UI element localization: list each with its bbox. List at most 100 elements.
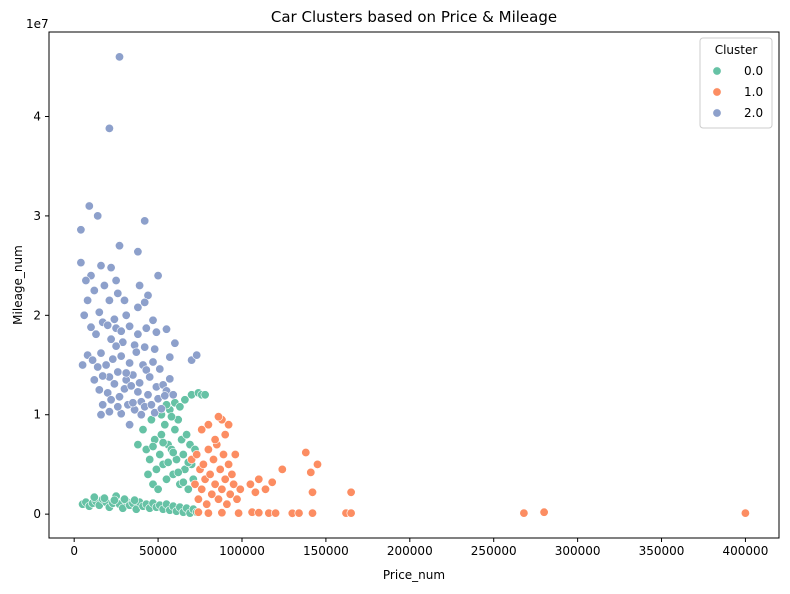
scatter-point-cluster-0-35 [89,492,99,502]
x-tick-label: 300000 [555,544,601,558]
scatter-point-cluster-1-33 [220,430,230,440]
x-tick-label: 50000 [139,544,177,558]
scatter-point-cluster-2-16 [135,280,145,290]
scatter-point-cluster-0-46 [151,464,161,474]
legend-marker [712,66,722,76]
scatter-point-cluster-2-35 [125,321,135,331]
scatter-point-cluster-0-74 [163,457,173,467]
scatter-point-cluster-2-39 [162,324,172,334]
scatter-point-cluster-1-59 [519,508,529,518]
scatter-point-cluster-2-48 [192,350,202,360]
y-tick-label: 1 [33,408,41,422]
scatter-point-cluster-2-15 [99,280,109,290]
scatter-point-cluster-2-23 [140,297,150,307]
scatter-point-cluster-2-24 [133,302,143,312]
scatter-point-cluster-2-10 [106,263,116,273]
scatter-point-cluster-2-8 [76,258,86,268]
scatter-point-cluster-0-39 [130,495,140,505]
scatter-point-cluster-1-15 [214,494,224,504]
scatter-point-cluster-2-53 [93,362,103,372]
scatter-point-cluster-2-84 [126,381,136,391]
scatter-point-cluster-1-19 [220,474,230,484]
scatter-point-cluster-0-57 [170,425,180,435]
scatter-point-cluster-2-93 [156,404,166,414]
scatter-point-cluster-2-52 [88,355,98,365]
scatter-point-cluster-2-63 [131,347,141,357]
scatter-point-cluster-2-79 [106,395,116,405]
scatter-point-cluster-0-87 [175,402,185,412]
scatter-point-cluster-2-91 [150,408,160,418]
scatter-point-cluster-2-64 [135,378,145,388]
scatter-point-cluster-2-20 [120,295,130,305]
x-tick-label: 150000 [303,544,349,558]
legend-title: Cluster [715,43,758,57]
scatter-point-cluster-2-77 [98,371,108,381]
scatter-point-cluster-1-24 [229,479,239,489]
scatter-point-cluster-2-32 [103,320,113,330]
scatter-point-cluster-0-65 [183,484,193,494]
scatter-point-cluster-0-49 [156,430,166,440]
scatter-point-cluster-2-17 [89,285,99,295]
scatter-point-cluster-2-36 [133,329,143,339]
scatter-point-cluster-2-6 [115,241,125,251]
scatter-point-cluster-2-1 [104,123,114,133]
scatter-point-cluster-2-13 [81,275,91,285]
scatter-point-cluster-2-45 [150,344,160,354]
scatter-point-cluster-2-46 [170,338,180,348]
scatter-point-cluster-2-70 [155,364,165,374]
scatter-point-cluster-1-49 [254,474,264,484]
scatter-point-cluster-1-40 [254,508,264,518]
scatter-point-cluster-2-21 [83,295,93,305]
scatter-point-cluster-2-55 [101,360,111,370]
scatter-point-cluster-0-88 [148,441,158,451]
scatter-point-cluster-2-68 [148,357,158,367]
scatter-point-cluster-1-13 [210,479,220,489]
scatter-point-cluster-2-0 [115,52,125,62]
scatter-point-cluster-1-35 [193,507,203,517]
scatter-point-cluster-0-81 [180,395,190,405]
scatter-point-cluster-2-67 [145,372,155,382]
scatter-point-cluster-0-73 [158,438,168,448]
legend-label: 0.0 [744,64,763,78]
scatter-point-cluster-1-55 [312,459,322,469]
x-axis-label: Price_num [383,568,445,582]
scatter-point-cluster-2-75 [89,375,99,385]
scatter-point-cluster-1-37 [217,508,227,518]
scatter-point-cluster-2-90 [146,400,156,410]
scatter-point-cluster-2-50 [78,360,88,370]
scatter-point-cluster-2-28 [148,315,158,325]
scatter-point-cluster-0-64 [182,430,192,440]
scatter-point-cluster-1-31 [224,420,234,430]
points-layer [76,52,750,518]
x-tick-label: 100000 [219,544,265,558]
scatter-point-cluster-1-5 [197,484,207,494]
scatter-point-cluster-2-29 [109,314,119,324]
x-tick-label: 250000 [471,544,517,558]
scatter-point-cluster-0-37 [109,495,119,505]
scatter-point-cluster-2-54 [96,348,106,358]
scatter-point-cluster-2-101 [113,402,123,412]
scatter-point-cluster-1-1 [190,479,200,489]
scatter-point-cluster-2-27 [79,310,89,320]
scatter-point-cluster-1-52 [277,464,287,474]
scatter-point-cluster-1-22 [225,489,235,499]
scatter-point-cluster-1-60 [539,507,549,517]
scatter-point-cluster-1-23 [227,469,237,479]
scatter-point-cluster-1-9 [203,444,213,454]
scatter-point-cluster-2-57 [108,354,118,364]
scatter-point-cluster-2-74 [168,390,178,400]
scatter-point-cluster-2-80 [109,379,119,389]
scatter-point-cluster-1-10 [205,469,215,479]
scatter-point-cluster-1-28 [203,420,213,430]
scatter-point-cluster-0-86 [167,412,177,422]
scatter-point-cluster-1-21 [224,459,234,469]
scatter-point-cluster-0-85 [200,390,210,400]
x-tick-label: 200000 [387,544,433,558]
scatter-point-cluster-1-18 [219,449,229,459]
scatter-point-cluster-1-12 [209,454,219,464]
scatter-point-cluster-2-41 [106,334,116,344]
scatter-point-cluster-0-36 [99,493,109,503]
scatter-point-cluster-2-4 [140,216,150,226]
legend-marker [712,108,722,118]
